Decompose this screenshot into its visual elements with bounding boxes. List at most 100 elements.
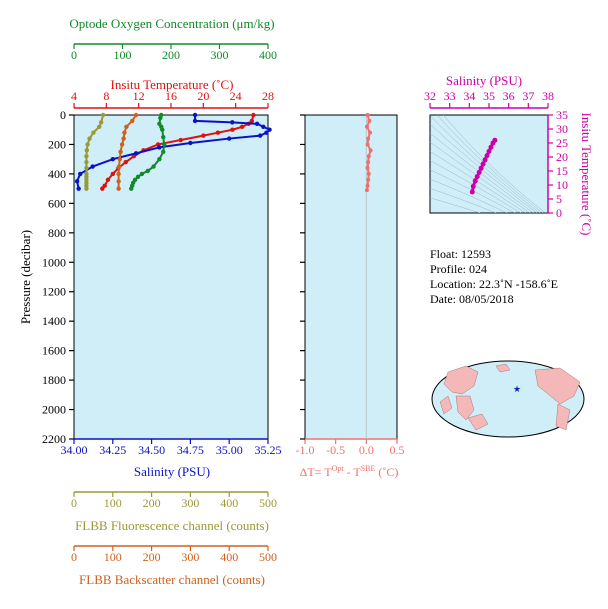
ts-contour-line <box>430 132 534 213</box>
salinity-data-point <box>157 145 162 150</box>
info-date: Date: 08/05/2018 <box>430 292 514 306</box>
fluorescence-data-point <box>97 124 102 129</box>
ts-data-point <box>484 153 490 159</box>
ts-salinity-tick-label: 35 <box>483 89 495 103</box>
pressure-tick-label: 2000 <box>42 403 66 417</box>
temperature-data-point <box>105 177 111 182</box>
temperature-data-point <box>215 130 221 135</box>
salinity-tick-label: 34.75 <box>177 443 204 457</box>
temperature-tick-label: 8 <box>103 89 109 103</box>
pressure-tick-label: 1600 <box>42 344 66 358</box>
pressure-tick-label: 1400 <box>42 314 66 328</box>
delta-data-point <box>366 154 371 159</box>
delta-data-point <box>366 136 371 141</box>
temperature-tick-label: 20 <box>197 89 209 103</box>
pressure-tick-label: 1800 <box>42 373 66 387</box>
ts-data-point <box>486 148 492 154</box>
ts-temperature-tick-label: 30 <box>556 122 568 136</box>
oxygen-tick-label: 300 <box>211 48 229 62</box>
ts-temperature-tick-label: 20 <box>556 150 568 164</box>
map-land <box>439 363 581 431</box>
delta-data-point <box>366 177 371 182</box>
salinity-data-point <box>264 130 269 135</box>
salinity-tick-label: 34.50 <box>138 443 165 457</box>
temperature-data-point <box>100 186 105 191</box>
temperature-tick-label: 12 <box>133 89 145 103</box>
backscatter-data-point <box>116 179 121 184</box>
ts-salinity-tick-label: 37 <box>522 89 534 103</box>
backscatter-data-point <box>116 164 122 169</box>
temperature-tick-label: 28 <box>262 89 274 103</box>
delta-title-sup1: Opt <box>332 464 345 473</box>
temperature-data-point <box>249 118 255 124</box>
fluorescence-data-point <box>84 165 89 171</box>
pressure-tick-label: 200 <box>48 137 66 151</box>
temperature-data-point <box>123 159 128 165</box>
delta-data-point <box>364 188 369 193</box>
oxygen-data-point <box>161 149 166 155</box>
fluorescence-tick-label: 400 <box>220 496 238 510</box>
temperature-data-point <box>178 137 183 143</box>
ts-data-point <box>469 189 475 195</box>
fluorescence-tick-label: 300 <box>181 496 199 510</box>
oxygen-data-point <box>139 171 145 177</box>
pressure-tick-label: 1000 <box>42 255 66 269</box>
delta-data-point <box>368 130 373 135</box>
salinity-data-point <box>110 156 116 162</box>
fluorescence-data-point <box>87 136 92 141</box>
ts-contour-line <box>430 188 497 213</box>
salinity-tick-label: 35.00 <box>216 443 243 457</box>
delta-data-point <box>366 171 371 176</box>
delta-data-point <box>365 142 370 147</box>
oxygen-data-point <box>129 186 134 191</box>
fluorescence-data-point <box>98 120 104 125</box>
fluorescence-data-point <box>84 148 90 153</box>
ts-data-point <box>472 178 478 184</box>
oxygen-data-point <box>162 142 167 147</box>
salinity-data-point <box>78 171 83 177</box>
fluorescence-tick-label: 100 <box>104 496 122 510</box>
ts-temperature-tick-label: 0 <box>556 206 562 220</box>
info-float: Float: 12593 <box>430 247 491 261</box>
pressure-tick-label: 2200 <box>42 432 66 446</box>
ts-contour-line <box>430 169 516 213</box>
ts-contour-line <box>430 178 508 213</box>
backscatter-tick-label: 500 <box>259 550 277 564</box>
ts-data-point <box>482 157 488 163</box>
ts-temperature-axis-title: Insitu Temperature (˚C) <box>579 112 594 235</box>
ts-temperature-tick-label: 35 <box>556 108 568 122</box>
fluorescence-tick-label: 500 <box>259 496 277 510</box>
fluorescence-data-point <box>100 112 106 118</box>
ts-data-point <box>490 140 496 146</box>
oxygen-data-point <box>151 164 156 169</box>
oxygen-data-point <box>160 127 165 132</box>
pressure-tick-label: 0 <box>60 108 66 122</box>
ts-temperature-tick-label: 10 <box>556 178 568 192</box>
fluorescence-data-point <box>91 130 96 135</box>
salinity-axis-title: Salinity (PSU) <box>134 464 210 479</box>
oxygen-data-point <box>157 156 162 162</box>
backscatter-data-point <box>133 112 139 118</box>
pressure-axis-title: Pressure (decibar) <box>18 230 33 324</box>
ts-salinity-tick-label: 33 <box>444 89 456 103</box>
main-plot-area <box>73 114 269 440</box>
backscatter-axis-title: FLBB Backscatter channel (counts) <box>79 572 265 587</box>
world-map: ★ <box>431 360 585 438</box>
backscatter-tick-label: 400 <box>220 550 238 564</box>
ts-data-point <box>478 165 484 171</box>
temperature-data-point <box>110 171 116 177</box>
delta-data-point <box>364 124 369 129</box>
ts-contour-line <box>442 115 546 213</box>
pressure-tick-label: 400 <box>48 167 66 181</box>
ts-salinity-axis-title: Salinity (PSU) <box>446 73 522 88</box>
oxygen-data-point <box>135 174 141 180</box>
oxygen-data-point <box>158 115 163 121</box>
delta-data-point <box>368 148 373 153</box>
ts-temperature-tick-label: 5 <box>556 192 562 206</box>
ts-data-point <box>480 161 486 167</box>
fluorescence-axis-title: FLBB Fluorescence channel (counts) <box>75 518 269 533</box>
ts-contour-line <box>430 141 531 213</box>
delta-plot-area <box>304 114 398 440</box>
salinity-data-point <box>258 133 263 138</box>
